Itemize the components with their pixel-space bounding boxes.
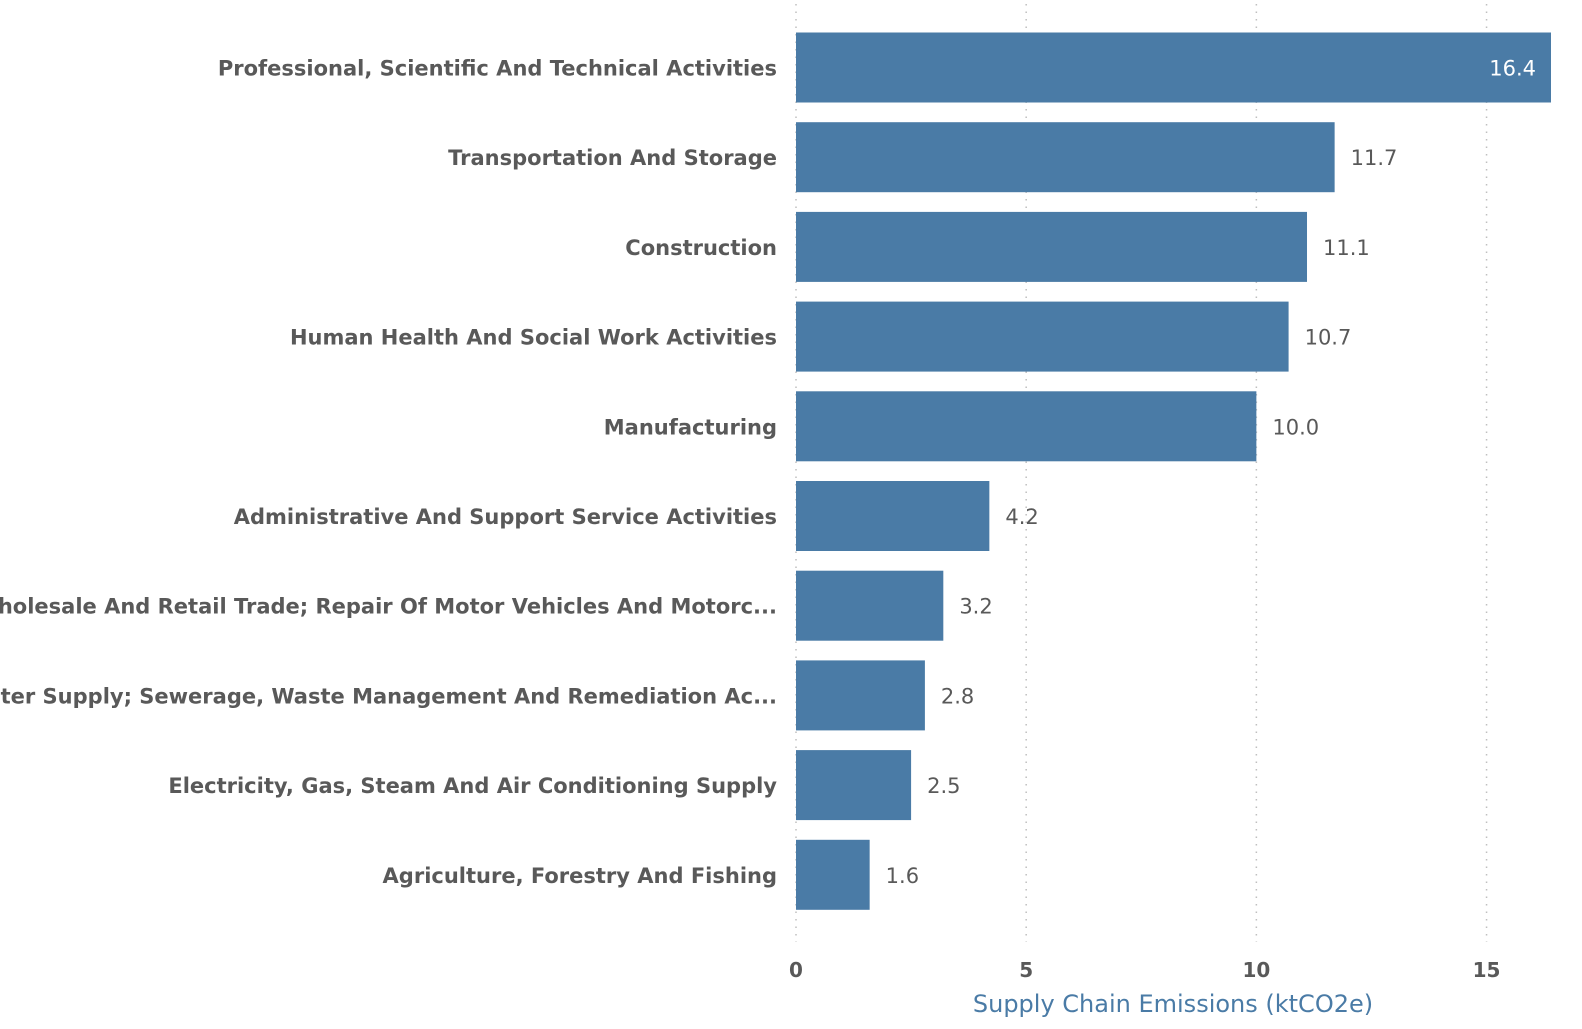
value-label: 3.2 <box>959 595 992 619</box>
value-label: 10.0 <box>1272 415 1319 439</box>
value-label: 1.6 <box>886 864 919 888</box>
x-tick-label: 15 <box>1473 958 1501 982</box>
value-labels: 16.4 11.7 11.1 10.7 10.0 4.2 3.2 2.8 2.5 1.6 <box>886 57 1536 888</box>
value-label: 11.1 <box>1323 236 1370 260</box>
bar <box>796 301 1289 372</box>
bar <box>796 660 925 731</box>
x-axis-title: Supply Chain Emissions (ktCO2e) <box>973 990 1373 1018</box>
bar <box>796 839 870 910</box>
bar <box>796 32 1551 103</box>
x-axis-ticks: 0 5 10 15 <box>789 958 1500 982</box>
x-tick-label: 5 <box>1019 958 1033 982</box>
value-label: 4.2 <box>1005 505 1038 529</box>
bar <box>796 570 944 641</box>
category-label: Manufacturing <box>604 415 777 439</box>
category-label: Administrative And Support Service Activ… <box>234 505 777 529</box>
category-label: Human Health And Social Work Activities <box>290 326 777 350</box>
bar <box>796 122 1335 193</box>
value-label: 2.5 <box>927 774 960 798</box>
value-label: 10.7 <box>1305 326 1352 350</box>
category-label: Electricity, Gas, Steam And Air Conditio… <box>168 774 777 798</box>
bar <box>796 211 1308 282</box>
category-label: Construction <box>625 236 777 260</box>
x-tick-label: 10 <box>1242 958 1270 982</box>
category-label: Wholesale And Retail Trade; Repair Of Mo… <box>0 595 777 619</box>
x-tick-label: 0 <box>789 958 803 982</box>
category-label: Water Supply; Sewerage, Waste Management… <box>0 684 777 708</box>
category-label: Agriculture, Forestry And Fishing <box>383 864 777 888</box>
category-label: Transportation And Storage <box>448 146 777 170</box>
bar <box>796 391 1257 462</box>
bar <box>796 481 990 551</box>
value-label: 11.7 <box>1351 146 1398 170</box>
value-label: 16.4 <box>1489 57 1536 81</box>
category-label: Professional, Scientific And Technical A… <box>218 57 777 81</box>
bar <box>796 750 912 821</box>
bars <box>796 32 1551 910</box>
value-label: 2.8 <box>941 684 974 708</box>
category-labels: Professional, Scientific And Technical A… <box>0 57 777 888</box>
